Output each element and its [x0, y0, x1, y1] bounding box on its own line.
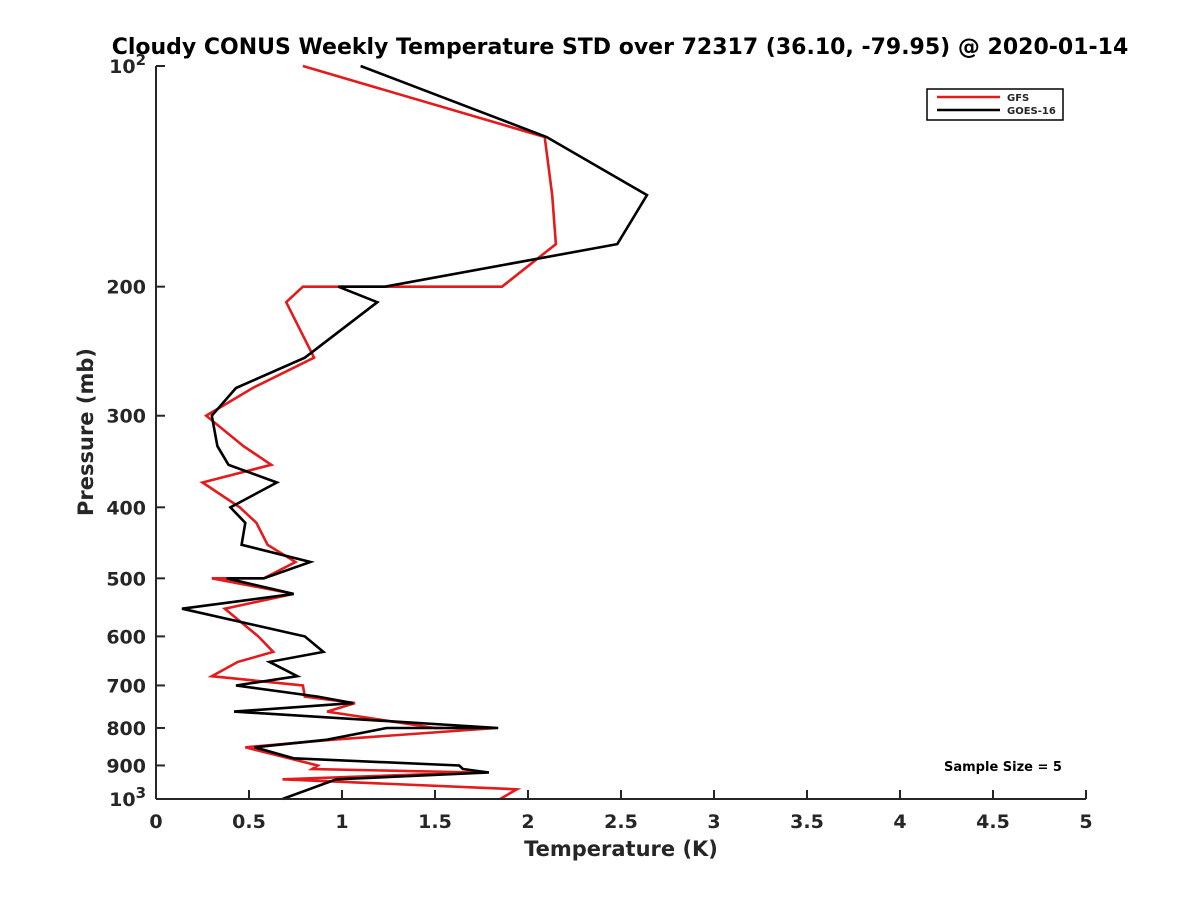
x-tick-label-3: 3 — [707, 811, 720, 833]
series-line-goes16 — [181, 64, 649, 801]
y-tick-label-300: 300 — [106, 406, 146, 428]
y-axis-ticks: 102 200 300 400 500 600 700 800 900 103 — [106, 51, 165, 811]
x-tick-label-2-5: 2.5 — [604, 811, 638, 833]
x-tick-label-5: 5 — [1079, 811, 1092, 833]
y-tick-label-800: 800 — [106, 718, 146, 740]
x-tick-label-4-5: 4.5 — [976, 811, 1010, 833]
y-tick-label-100: 102 — [109, 51, 146, 78]
series-layer — [181, 64, 649, 801]
y-tick-label-500: 500 — [106, 568, 146, 590]
x-axis-ticks: 0 0.5 1 1.5 2 2.5 3 3.5 4 4.5 5 — [149, 790, 1093, 833]
legend-box — [926, 88, 1064, 121]
legend: GFS GOES-16 — [926, 88, 1064, 121]
x-tick-label-1: 1 — [335, 811, 348, 833]
y-tick-label-600: 600 — [106, 626, 146, 648]
x-tick-label-3-5: 3.5 — [790, 811, 824, 833]
y-axis-label: Pressure (mb) — [74, 348, 98, 516]
y-tick-label-900: 900 — [106, 755, 146, 777]
y-tick-label-1000: 103 — [109, 784, 146, 811]
x-tick-label-0: 0 — [149, 811, 162, 833]
y-tick-label-400: 400 — [106, 497, 146, 519]
y-tick-label-700: 700 — [106, 675, 146, 697]
x-tick-label-0-5: 0.5 — [232, 811, 266, 833]
legend-label-goes16: GOES-16 — [1007, 106, 1056, 117]
x-axis-label: Temperature (K) — [524, 837, 718, 861]
chart-title: Cloudy CONUS Weekly Temperature STD over… — [112, 35, 1129, 60]
sample-size-annotation: Sample Size = 5 — [944, 760, 1062, 775]
legend-label-gfs: GFS — [1007, 93, 1029, 104]
y-tick-label-200: 200 — [106, 277, 146, 299]
plot-area — [156, 66, 1086, 799]
x-tick-label-2: 2 — [521, 811, 534, 833]
x-tick-label-1-5: 1.5 — [418, 811, 452, 833]
x-tick-label-4: 4 — [893, 811, 906, 833]
